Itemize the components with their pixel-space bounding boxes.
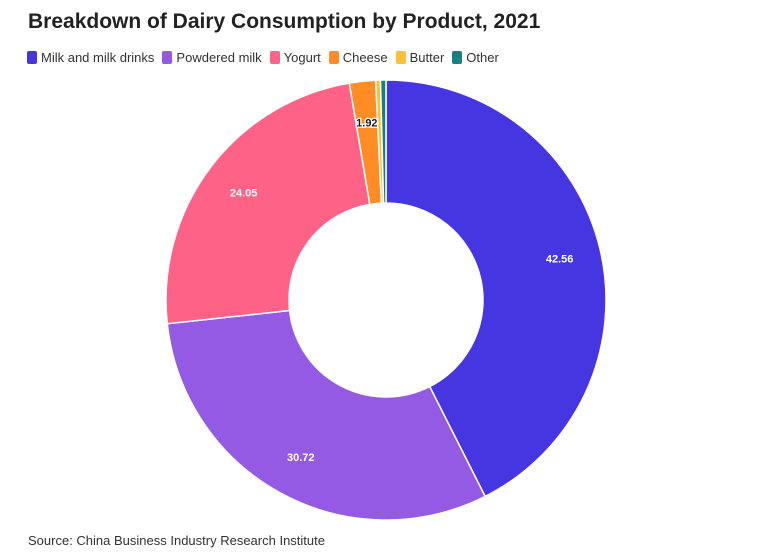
legend-item-cheese: Cheese [328,50,388,65]
legend-label: Milk and milk drinks [41,50,155,65]
slice-powdered-milk [166,309,487,521]
data-label-milk-and-milk-drinks: 42.56 [546,254,574,266]
data-label-yogurt: 24.05 [230,187,258,199]
legend-swatch [27,51,37,64]
legend-swatch [452,51,463,64]
legend-swatch [162,51,173,64]
legend-label: Cheese [342,50,388,65]
legend-label: Butter [409,50,445,65]
legend-item-other: Other [452,50,499,65]
legend-swatch [328,51,339,64]
legend-item-milk-and-milk-drinks: Milk and milk drinks [27,50,154,65]
legend-item-yogurt: Yogurt [269,50,321,65]
legend-label: Other [466,50,499,65]
data-label-cheese: 1.92 [356,118,377,130]
legend-item-butter: Butter [395,50,445,65]
legend-label: Yogurt [283,50,321,65]
slice-yogurt [165,82,371,325]
source-note: Source: China Business Industry Research… [28,533,325,548]
legend-item-powdered-milk: Powdered milk [162,50,262,65]
legend-swatch [395,51,406,64]
legend-label: Powdered milk [176,50,262,65]
legend-swatch [269,51,280,64]
slice-other [379,79,387,204]
chart-title: Breakdown of Dairy Consumption by Produc… [28,10,541,33]
data-label-powdered-milk: 30.72 [287,452,315,464]
slice-milk-and-milk-drinks [385,79,607,498]
chart-legend: Milk and milk drinks Powdered milk Yogurt C… [27,50,507,65]
